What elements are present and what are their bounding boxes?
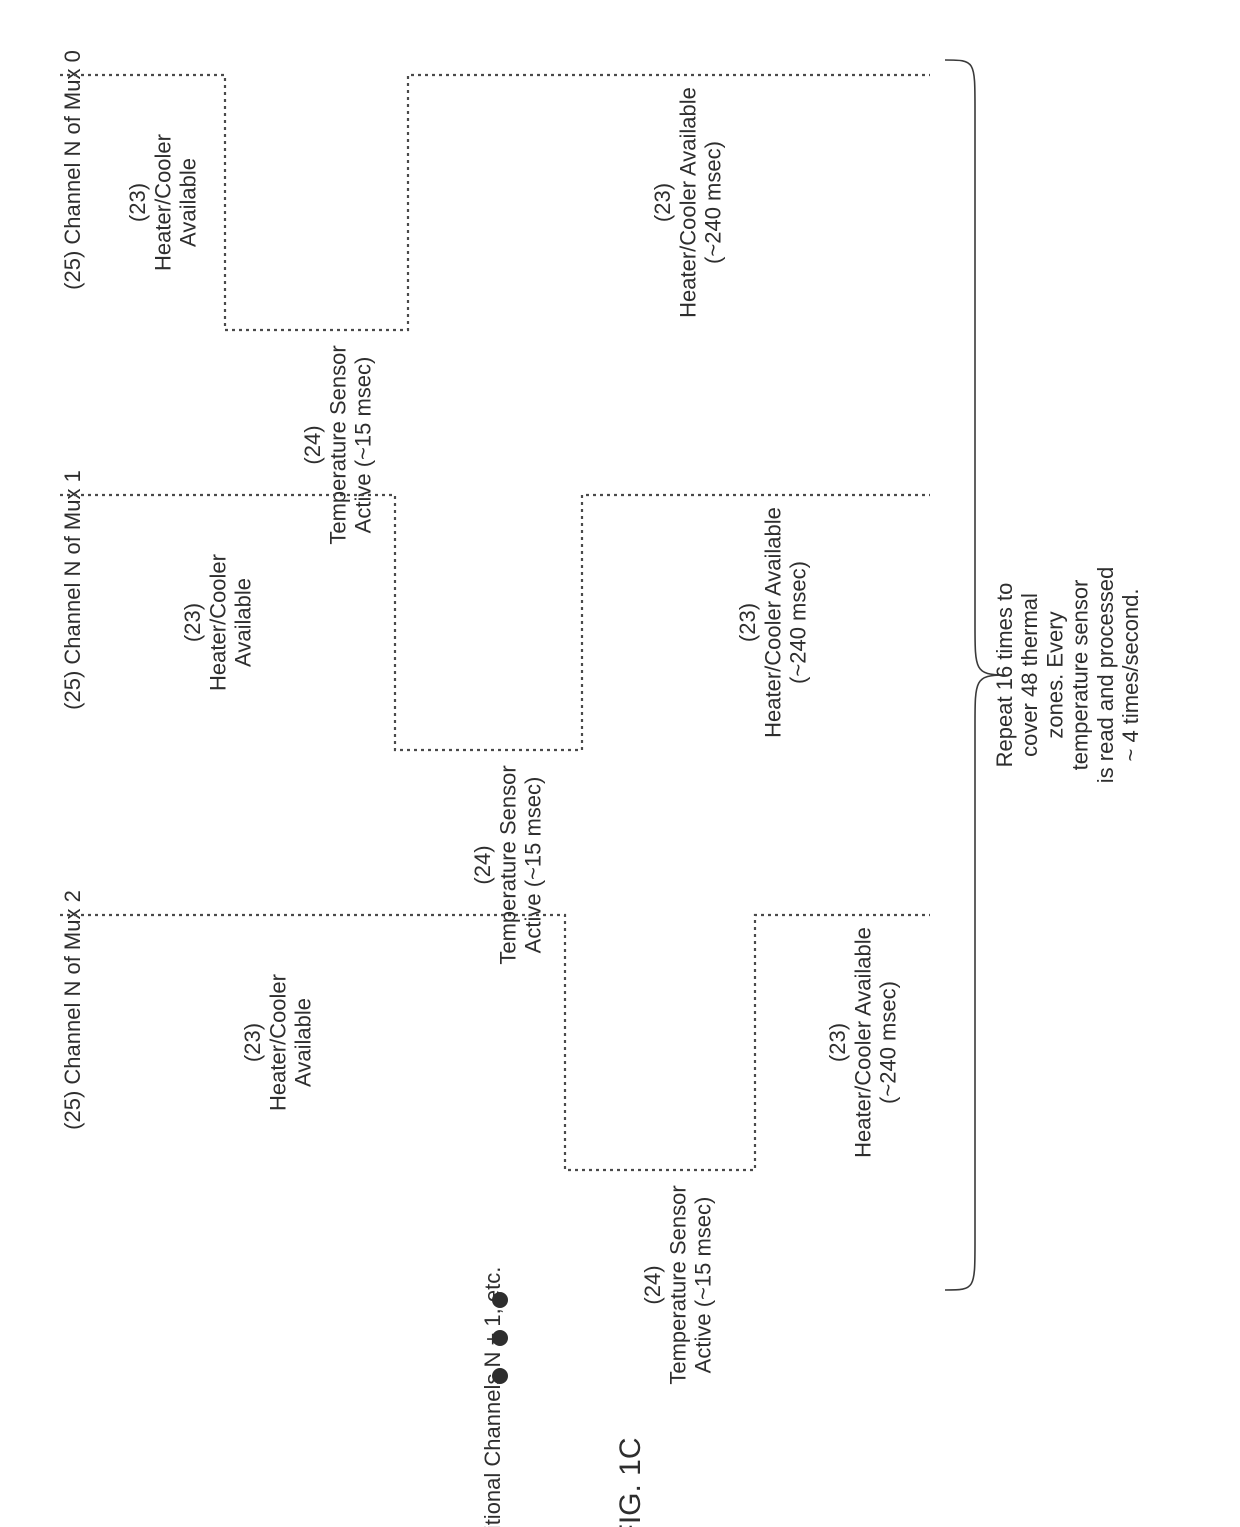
svg-text:FIG. 1C: FIG. 1C <box>614 1437 647 1527</box>
svg-text:(24)Temperature SensorActive (: (24)Temperature SensorActive (~15 msec) <box>640 1185 716 1384</box>
waveform-label: (23)Heater/Cooler Available(~240 msec) <box>650 87 726 318</box>
svg-text:(23)Heater/CoolerAvailable: (23)Heater/CoolerAvailable <box>240 974 316 1111</box>
waveform-label: (24)Temperature SensorActive (~15 msec) <box>640 1185 716 1384</box>
waveform-label: (23)Heater/CoolerAvailable <box>180 554 256 691</box>
svg-text:(23)Heater/Cooler Available(~2: (23)Heater/Cooler Available(~240 msec) <box>735 507 811 738</box>
svg-text:(23)Heater/Cooler Available(~2: (23)Heater/Cooler Available(~240 msec) <box>825 927 901 1158</box>
channel-title: (25) Channel N of Mux 2 <box>60 890 85 1130</box>
waveform-label: (23)Heater/CoolerAvailable <box>125 134 201 271</box>
svg-text:(23)Heater/CoolerAvailable: (23)Heater/CoolerAvailable <box>180 554 256 691</box>
svg-text:(25) Channel N of Mux 1: (25) Channel N of Mux 1 <box>60 470 85 710</box>
annotation: Repeat 16 times tocover 48 thermalzones.… <box>992 567 1144 783</box>
svg-text:(23)Heater/Cooler Available(~2: (23)Heater/Cooler Available(~240 msec) <box>650 87 726 318</box>
channel-title: (25) Channel N of Mux 0 <box>60 50 85 290</box>
waveform-label: (23)Heater/CoolerAvailable <box>240 974 316 1111</box>
figure-caption: FIG. 1C <box>614 1437 647 1527</box>
svg-text:(25) Additional Channels N + 1: (25) Additional Channels N + 1, etc. <box>480 1267 505 1527</box>
waveform-label: (23)Heater/Cooler Available(~240 msec) <box>825 927 901 1158</box>
channel-title: (25) Channel N of Mux 1 <box>60 470 85 710</box>
waveform-label: (23)Heater/Cooler Available(~240 msec) <box>735 507 811 738</box>
svg-text:(25) Channel N of Mux 0: (25) Channel N of Mux 0 <box>60 50 85 290</box>
waveform-label: (24)Temperature SensorActive (~15 msec) <box>300 345 376 544</box>
svg-text:(24)Temperature SensorActive (: (24)Temperature SensorActive (~15 msec) <box>300 345 376 544</box>
svg-text:Repeat 16 times tocover 48 the: Repeat 16 times tocover 48 thermalzones.… <box>992 567 1144 783</box>
additional-channels-label: (25) Additional Channels N + 1, etc. <box>480 1267 505 1527</box>
waveform-label: (24)Temperature SensorActive (~15 msec) <box>470 765 546 964</box>
svg-text:(25) Channel N of Mux 2: (25) Channel N of Mux 2 <box>60 890 85 1130</box>
svg-text:(23)Heater/CoolerAvailable: (23)Heater/CoolerAvailable <box>125 134 201 271</box>
svg-text:(24)Temperature SensorActive (: (24)Temperature SensorActive (~15 msec) <box>470 765 546 964</box>
